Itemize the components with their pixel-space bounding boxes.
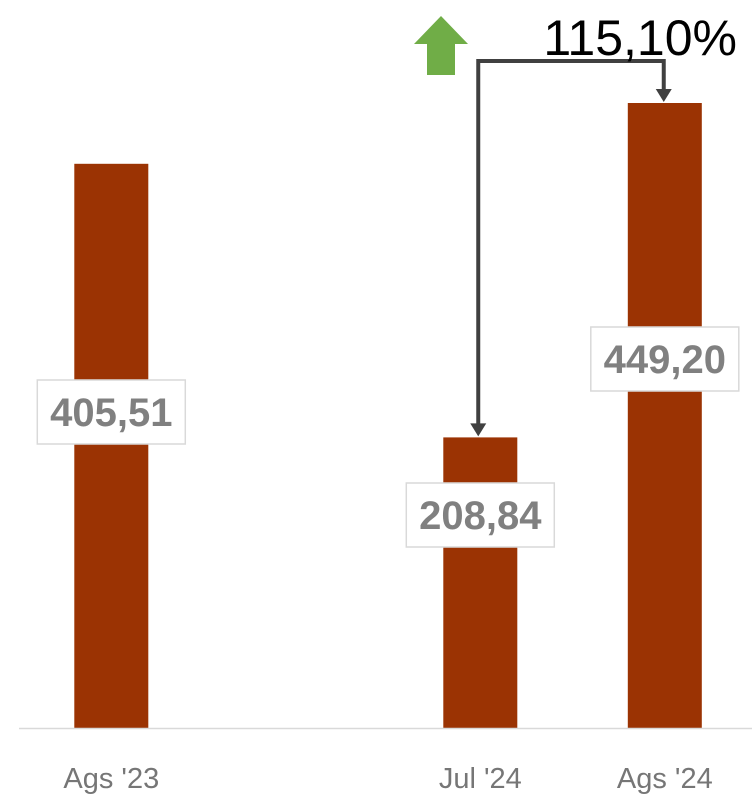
data-label: 449,20 xyxy=(604,338,726,382)
data-label-box xyxy=(590,326,740,392)
data-label: 405,51 xyxy=(50,391,172,435)
connector-arrowhead-left xyxy=(470,423,487,437)
bar xyxy=(627,103,702,728)
data-label-box xyxy=(405,482,556,548)
up-arrow-icon xyxy=(414,16,468,75)
data-label-box xyxy=(36,379,187,445)
change-connector-line xyxy=(476,59,666,426)
x-tick-label: Ags '23 xyxy=(63,763,159,795)
data-label: 208,84 xyxy=(419,494,542,538)
change-percentage-label: 115,10% xyxy=(543,10,737,66)
bar xyxy=(74,163,149,729)
x-tick-label: Jul '24 xyxy=(439,763,522,795)
connector-arrowhead-right xyxy=(655,89,672,102)
x-tick-label: Ags '24 xyxy=(617,763,713,795)
bar xyxy=(443,437,518,728)
